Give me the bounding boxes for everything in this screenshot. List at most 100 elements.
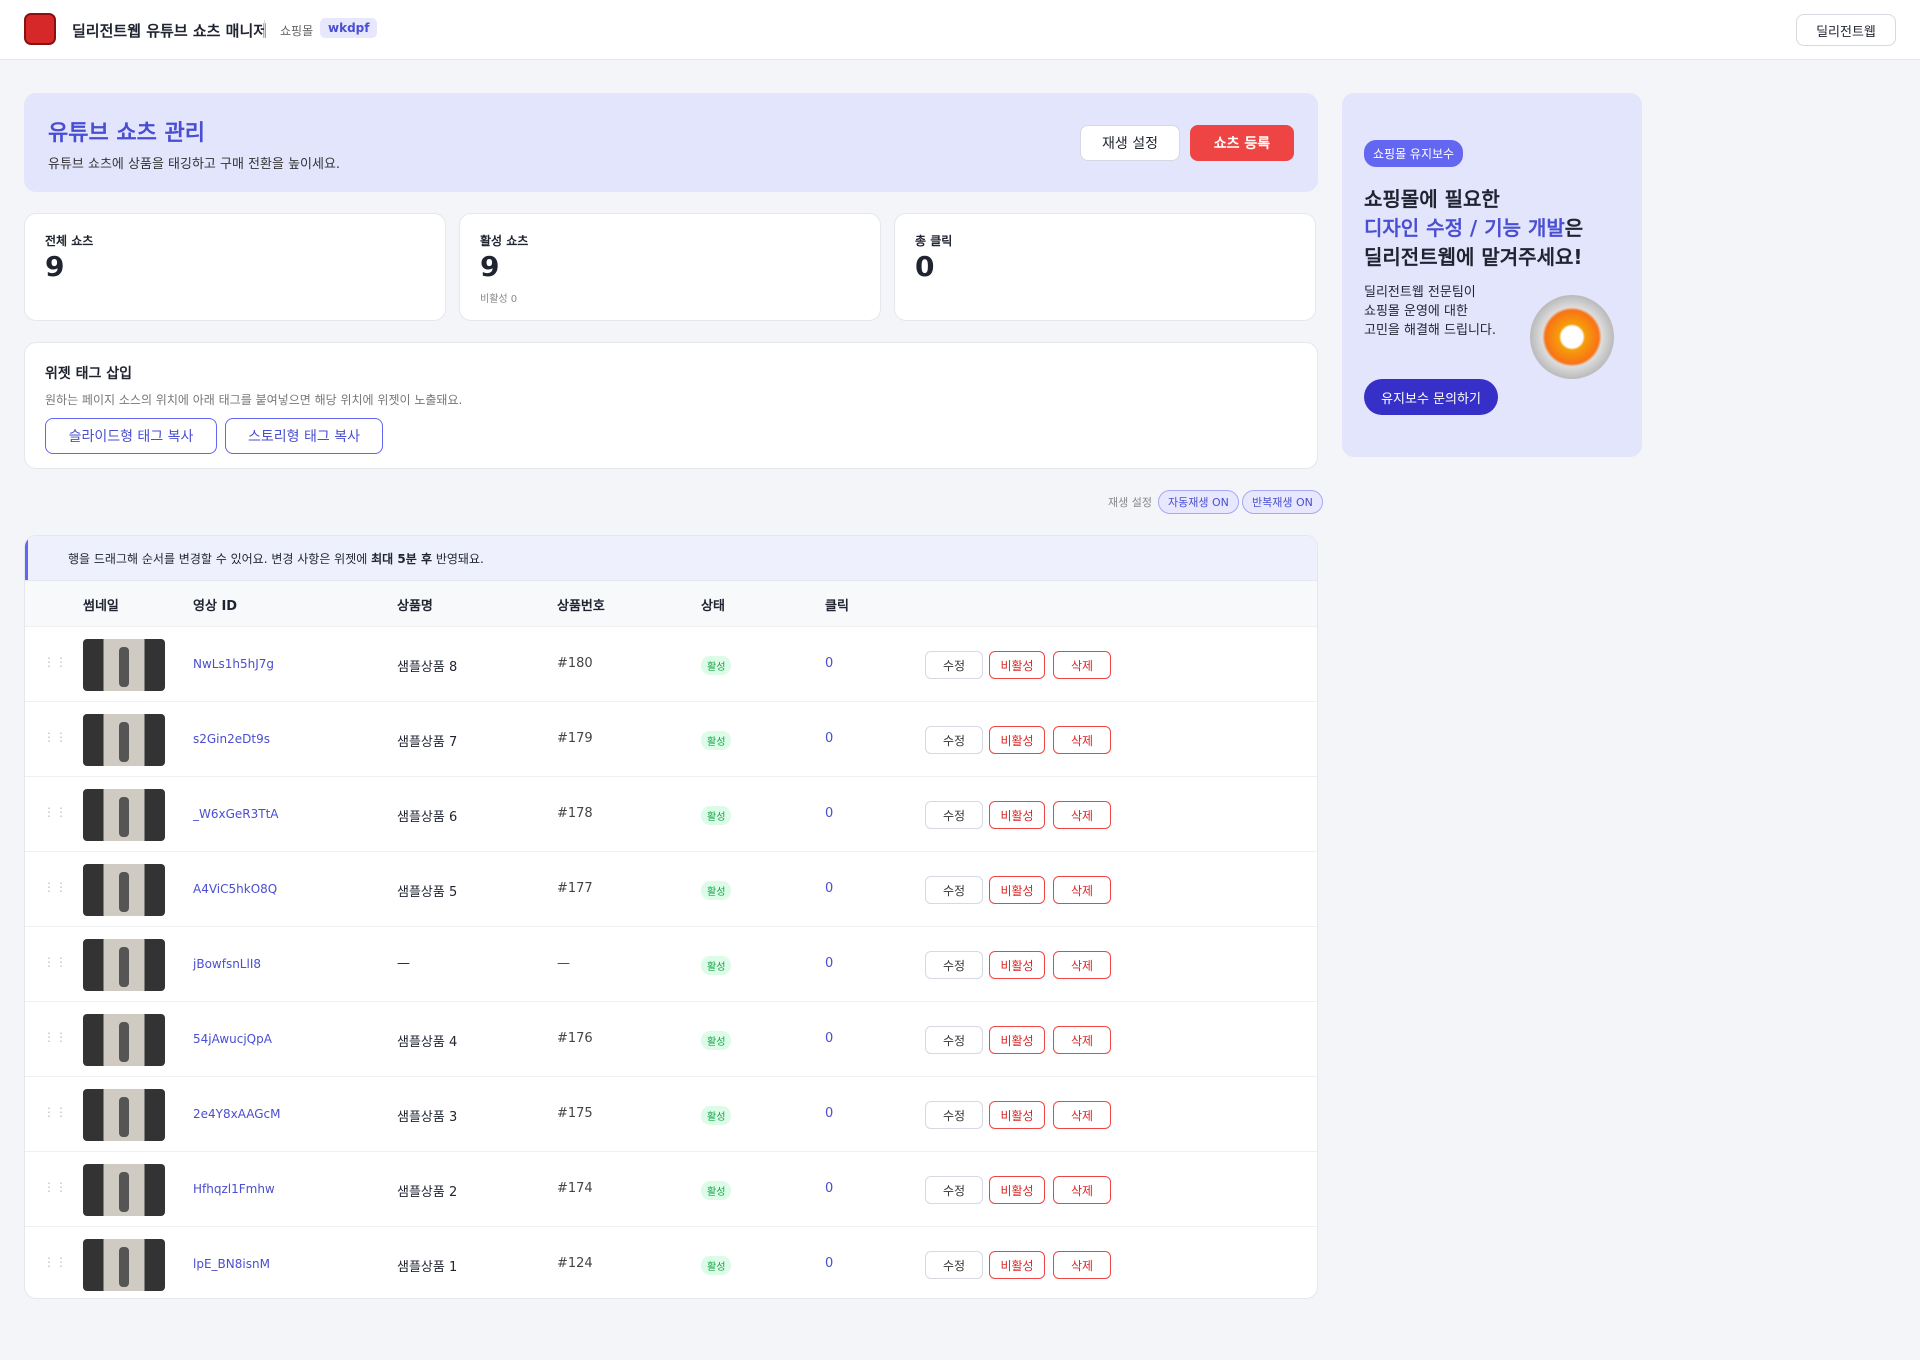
story-tag-label: 스토리형 태그 복사 [248,429,360,445]
notice-after: 반영돼요. [435,552,484,566]
status-badge: 활성 [701,1106,732,1125]
promo-line1: 쇼핑몰에 필요한 [1364,187,1500,211]
thumbnail [83,789,165,841]
action-button[interactable]: 비활성 [989,1026,1045,1054]
video-id[interactable]: s2Gin2eDt9s [193,732,270,746]
click-count: 0 [825,731,834,746]
drag-handle: ⋮⋮ [43,1030,67,1044]
widget-desc: 원하는 페이지 소스의 위치에 아래 태그를 붙여넣으면 해당 위치에 위젯이 … [45,393,463,407]
thumbnail [83,1089,165,1141]
thumbnail-figure [119,1247,129,1287]
status-badge: 활성 [701,806,732,825]
click-count: 0 [825,1256,834,1271]
mall-label: 쇼핑몰 [280,24,314,38]
slide-tag-button[interactable]: 슬라이드형 태그 복사 [45,418,217,454]
action-button[interactable]: 비활성 [989,801,1045,829]
table-header: 썸네일 영상 ID 상품명 상품번호 상태 클릭 [25,580,1317,626]
status-badge: 활성 [701,1256,732,1275]
loop-chip: 반복재생 ON [1242,490,1323,514]
action-button[interactable]: 수정 [925,1176,983,1204]
action-button[interactable]: 비활성 [989,876,1045,904]
action-button[interactable]: 비활성 [989,1251,1045,1279]
notice-bold: 최대 5분 후 [371,552,432,566]
action-button[interactable]: 수정 [925,876,983,904]
video-id[interactable]: Hfhqzl1Fmhw [193,1182,275,1196]
product-number: #178 [557,806,593,821]
action-button[interactable]: 수정 [925,1101,983,1129]
video-id[interactable]: A4ViC5hkO8Q [193,882,278,896]
stat-card: 활성 쇼츠 9 비활성 0 [459,213,881,321]
story-tag-button[interactable]: 스토리형 태그 복사 [225,418,383,454]
video-id[interactable]: 2e4Y8xAAGcM [193,1107,281,1121]
video-id[interactable]: NwLs1h5hJ7g [193,657,274,671]
settings-button[interactable]: 재생 설정 [1080,125,1180,161]
action-button[interactable]: 수정 [925,1251,983,1279]
action-button[interactable]: 삭제 [1053,801,1111,829]
video-id[interactable]: jBowfsnLlI8 [193,957,261,971]
home-button[interactable]: 딜리전트웹 [1796,14,1896,46]
column-header: 상품명 [397,599,433,614]
video-id[interactable]: _W6xGeR3TtA [193,807,279,821]
promo-badge: 쇼핑몰 유지보수 [1364,140,1464,167]
action-button[interactable]: 수정 [925,801,983,829]
status-badge: 활성 [701,1031,732,1050]
product-name: 샘플상품 5 [397,885,458,900]
action-button[interactable]: 비활성 [989,726,1045,754]
top-bar: 딜리전트웹 유튜브 쇼츠 매니저 쇼핑몰 wkdpf 딜리전트웹 [0,0,1920,60]
drag-handle: ⋮⋮ [43,880,67,894]
drag-handle: ⋮⋮ [43,805,67,819]
action-button[interactable]: 비활성 [989,1101,1045,1129]
action-button[interactable]: 수정 [925,951,983,979]
playback-label: 재생 설정 [1108,496,1152,509]
action-button[interactable]: 수정 [925,1026,983,1054]
thumbnail-figure [119,1172,129,1212]
action-button[interactable]: 삭제 [1053,726,1111,754]
status-badge: 활성 [701,656,732,675]
action-button[interactable]: 삭제 [1053,1176,1111,1204]
action-button[interactable]: 삭제 [1053,1026,1111,1054]
product-name: 샘플상품 3 [397,1110,458,1125]
action-button[interactable]: 삭제 [1053,1251,1111,1279]
widget-title: 위젯 태그 삽입 [45,366,133,382]
drag-handle: ⋮⋮ [43,1180,67,1194]
gear-icon [1530,295,1614,379]
table-row: ⋮⋮ A4ViC5hkO8Q 샘플상품 5 #177 활성 0 수정 비활성 삭제 [25,851,1317,926]
column-header: 상태 [701,599,725,614]
stat-value: 9 [480,250,500,283]
app-title: 딜리전트웹 유튜브 쇼츠 매니저 [72,22,268,40]
drag-handle: ⋮⋮ [43,1105,67,1119]
action-button[interactable]: 삭제 [1053,1101,1111,1129]
table-row: ⋮⋮ s2Gin2eDt9s 샘플상품 7 #179 활성 0 수정 비활성 삭제 [25,701,1317,776]
product-number: #180 [557,656,593,671]
click-count: 0 [825,1181,834,1196]
action-button[interactable]: 삭제 [1053,651,1111,679]
thumbnail [83,939,165,991]
product-name: 샘플상품 8 [397,660,458,675]
action-button[interactable]: 수정 [925,651,983,679]
promo-body-line: 딜리전트웹 전문팀이 [1364,285,1476,300]
video-id[interactable]: 54jAwucjQpA [193,1032,272,1046]
action-button[interactable]: 수정 [925,726,983,754]
promo-button[interactable]: 유지보수 문의하기 [1364,379,1498,415]
register-button[interactable]: 쇼츠 등록 [1190,125,1294,161]
promo-heading: 쇼핑몰에 필요한 디자인 수정 / 기능 개발은 딜리전트웹에 맡겨주세요! [1364,185,1634,272]
thumbnail-figure [119,722,129,762]
action-button[interactable]: 삭제 [1053,951,1111,979]
drag-handle: ⋮⋮ [43,655,67,669]
action-button[interactable]: 비활성 [989,951,1045,979]
video-id[interactable]: lpE_BN8isnM [193,1257,270,1271]
action-button[interactable]: 삭제 [1053,876,1111,904]
action-button[interactable]: 비활성 [989,651,1045,679]
status-badge: 활성 [701,1181,732,1200]
click-count: 0 [825,956,834,971]
column-header: 클릭 [825,599,849,614]
widget-card: 위젯 태그 삽입 원하는 페이지 소스의 위치에 아래 태그를 붙여넣으면 해당… [24,342,1318,469]
stat-card: 전체 쇼츠 9 [24,213,446,321]
action-button[interactable]: 비활성 [989,1176,1045,1204]
table-row: ⋮⋮ _W6xGeR3TtA 샘플상품 6 #178 활성 0 수정 비활성 삭제 [25,776,1317,851]
register-label: 쇼츠 등록 [1213,136,1271,152]
thumbnail [83,1239,165,1291]
table-row: ⋮⋮ jBowfsnLlI8 — — 활성 0 수정 비활성 삭제 [25,926,1317,1001]
stat-label: 전체 쇼츠 [45,234,94,248]
